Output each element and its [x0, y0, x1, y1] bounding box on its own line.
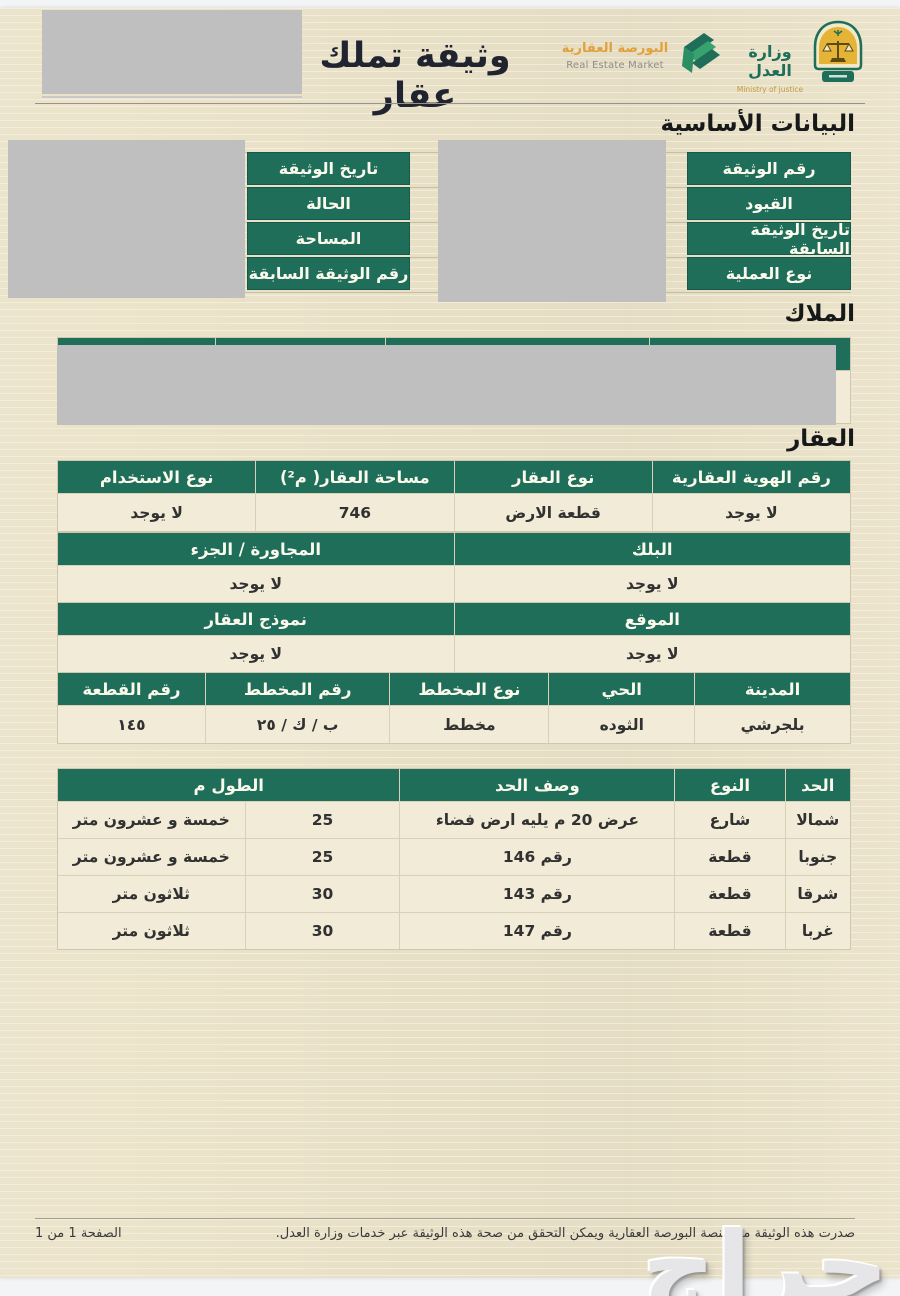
- border-south-length-text: خمسة و عشرون متر: [58, 839, 245, 875]
- ministry-of-justice-wordmark: وزارة العدل Ministry of justice: [733, 42, 807, 94]
- header-property-model: نموذج العقار: [58, 603, 454, 635]
- qr-code-redaction-box: [42, 10, 302, 94]
- property-table-identity: رقم الهوية العقارية نوع العقار مساحة الع…: [57, 460, 851, 532]
- header-property-area: مساحة العقار( م²): [256, 461, 454, 493]
- value-plot-number: ١٤٥: [58, 706, 205, 743]
- value-city: بلجرشي: [695, 706, 850, 743]
- border-west-description: رقم 147: [400, 913, 675, 949]
- label-previous-document-date: تاريخ الوثيقة السابقة: [687, 220, 851, 258]
- value-real-estate-id: لا يوجد: [652, 494, 850, 531]
- label-operation-type: نوع العملية: [687, 257, 851, 290]
- label-area: المساحة: [247, 222, 410, 255]
- real-estate-market-wordmark: البورصة العقارية Real Estate Market: [558, 41, 672, 71]
- basic-data-section-title: البيانات الأساسية: [660, 111, 855, 137]
- border-east-length-text: ثلاثون متر: [58, 876, 245, 912]
- header-location: الموقع: [454, 603, 850, 635]
- footer-divider: [35, 1218, 855, 1219]
- basic-left-values-redaction-box: [8, 140, 245, 298]
- property-table-location: الموقع نموذج العقار لا يوجد لا يوجد: [57, 602, 851, 673]
- header-block: البلك: [454, 533, 850, 565]
- qr-box-underline: [42, 96, 302, 98]
- border-east-type: قطعة: [675, 876, 785, 912]
- border-east-side: شرقا: [785, 876, 850, 912]
- border-west-length-number: 30: [245, 913, 400, 949]
- haraj-watermark: حراج: [642, 1212, 889, 1296]
- property-table-plan: المدينة الحي نوع المخطط رقم المخطط رقم ا…: [57, 672, 851, 744]
- value-property-area: 746: [256, 494, 454, 531]
- header-adjacent-part: المجاورة / الجزء: [58, 533, 454, 565]
- property-section-title: العقار: [787, 426, 855, 452]
- real-estate-market-name-en: Real Estate Market: [566, 60, 664, 71]
- header-plan-type: نوع المخطط: [390, 673, 549, 705]
- border-west-length-text: ثلاثون متر: [58, 913, 245, 949]
- footer-page-number: الصفحة 1 من 1: [35, 1226, 122, 1241]
- value-plan-number: ب / ك / ٢٥: [205, 706, 390, 743]
- border-north-type: شارع: [675, 802, 785, 838]
- real-estate-market-name-ar: البورصة العقارية: [561, 41, 669, 56]
- ministry-of-justice-name-ar: وزارة العدل: [748, 42, 792, 80]
- value-block: لا يوجد: [454, 566, 850, 602]
- document-title: وثيقة تملك عقار: [319, 36, 511, 116]
- label-restrictions: القيود: [687, 187, 851, 220]
- header-district: الحي: [549, 673, 695, 705]
- footer-note: صدرت هذه الوثيقة من منصة البورصة العقاري…: [275, 1226, 855, 1241]
- value-location: لا يوجد: [454, 636, 850, 672]
- real-estate-market-icon: [676, 27, 722, 85]
- header-border-description: وصف الحد: [400, 769, 675, 801]
- label-status: الحالة: [247, 187, 410, 220]
- border-south-description: رقم 146: [400, 839, 675, 875]
- basic-right-label-column: رقم الوثيقة القيود تاريخ الوثيقة السابقة…: [687, 152, 851, 292]
- label-document-number: رقم الوثيقة: [687, 152, 851, 185]
- header-border-type: النوع: [675, 769, 785, 801]
- value-district: الثوده: [549, 706, 695, 743]
- header-plan-number: رقم المخطط: [205, 673, 390, 705]
- owners-redaction-box: [57, 345, 836, 425]
- value-usage-type: لا يوجد: [58, 494, 256, 531]
- value-property-type: قطعة الارض: [454, 494, 652, 531]
- label-previous-document-number: رقم الوثيقة السابقة: [247, 257, 410, 290]
- basic-left-label-column: تاريخ الوثيقة الحالة المساحة رقم الوثيقة…: [247, 152, 410, 292]
- header-real-estate-id: رقم الهوية العقارية: [652, 461, 850, 493]
- border-north-length-number: 25: [245, 802, 400, 838]
- value-property-model: لا يوجد: [58, 636, 454, 672]
- border-south-type: قطعة: [675, 839, 785, 875]
- header-plot-number: رقم القطعة: [58, 673, 205, 705]
- border-north-length-text: خمسة و عشرون متر: [58, 802, 245, 838]
- ministry-of-justice-emblem-icon: [810, 20, 866, 92]
- value-plan-type: مخطط: [390, 706, 549, 743]
- border-south-side: جنوبا: [785, 839, 850, 875]
- property-table-block: البلك المجاورة / الجزء لا يوجد لا يوجد: [57, 532, 851, 603]
- value-adjacent-part: لا يوجد: [58, 566, 454, 602]
- header-property-type: نوع العقار: [454, 461, 652, 493]
- border-south-length-number: 25: [245, 839, 400, 875]
- border-west-side: غربا: [785, 913, 850, 949]
- owners-section-title: الملاك: [784, 301, 855, 327]
- header-city: المدينة: [695, 673, 850, 705]
- borders-table: الحد النوع وصف الحد الطول م شمالا شارع ع…: [57, 768, 851, 950]
- border-east-description: رقم 143: [400, 876, 675, 912]
- header-usage-type: نوع الاستخدام: [58, 461, 256, 493]
- basic-right-values-redaction-box: [438, 140, 666, 302]
- header-border-length: الطول م: [58, 769, 400, 801]
- border-east-length-number: 30: [245, 876, 400, 912]
- ministry-of-justice-name-en: Ministry of justice: [736, 85, 804, 94]
- header-divider: [35, 103, 865, 104]
- border-west-type: قطعة: [675, 913, 785, 949]
- label-document-date: تاريخ الوثيقة: [247, 152, 410, 185]
- border-north-side: شمالا: [785, 802, 850, 838]
- header-border-side: الحد: [785, 769, 850, 801]
- border-north-description: عرض 20 م يليه ارض فضاء: [400, 802, 675, 838]
